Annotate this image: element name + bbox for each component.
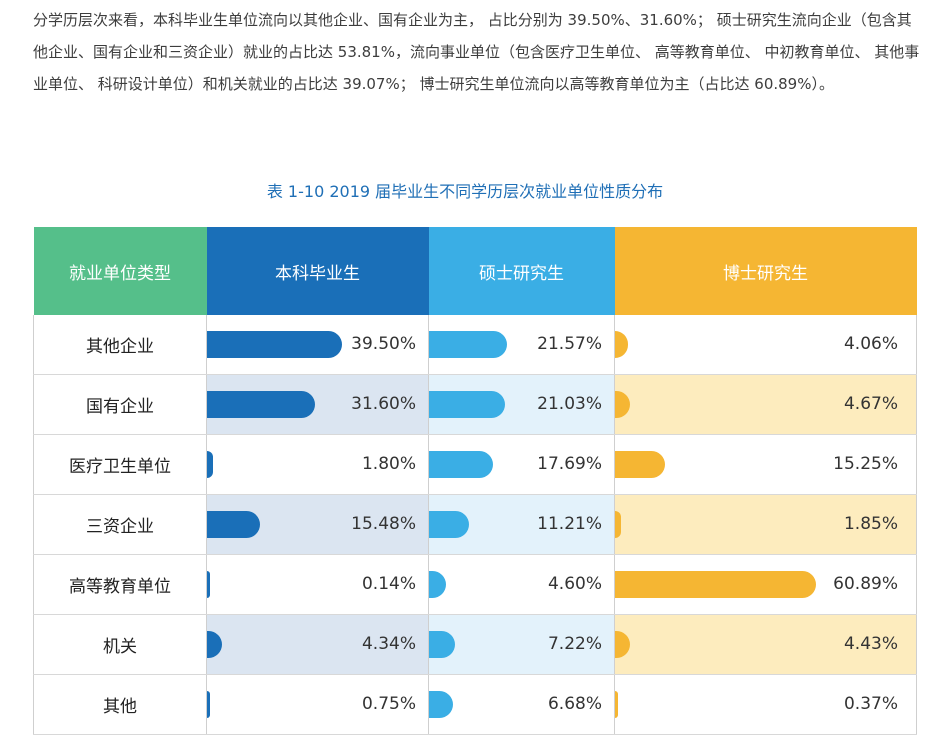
header-unit-type: 就业单位类型 xyxy=(33,227,207,315)
master-value: 7.22% xyxy=(547,634,602,654)
header-master: 硕士研究生 xyxy=(428,227,615,315)
table-body: 其他企业 39.50% 21.57% 4.06% 国有企业 31.60% 21.03% 4.6… xyxy=(33,315,917,735)
doctor-cell: 4.06% xyxy=(614,315,917,375)
doctor-bar xyxy=(615,631,630,658)
unit-type-cell: 高等教育单位 xyxy=(33,554,207,615)
table-row: 医疗卫生单位 1.80% 17.69% 15.25% xyxy=(33,434,917,495)
unit-type-cell: 医疗卫生单位 xyxy=(33,434,207,495)
unit-type-cell: 其他企业 xyxy=(33,315,207,375)
doctor-bar xyxy=(615,391,631,418)
unit-type-cell: 国有企业 xyxy=(33,374,207,435)
doctor-value: 4.06% xyxy=(843,334,898,354)
doctor-cell: 1.85% xyxy=(614,494,917,555)
master-value: 21.57% xyxy=(537,334,602,354)
bachelor-bar xyxy=(207,691,210,718)
bachelor-cell: 0.75% xyxy=(206,674,429,735)
doctor-value: 1.85% xyxy=(843,514,898,534)
bachelor-cell: 4.34% xyxy=(206,614,429,675)
master-cell: 6.68% xyxy=(428,674,615,735)
master-cell: 21.57% xyxy=(428,315,615,375)
master-cell: 21.03% xyxy=(428,374,615,435)
doctor-cell: 0.37% xyxy=(614,674,917,735)
bachelor-cell: 31.60% xyxy=(206,374,429,435)
doctor-cell: 4.43% xyxy=(614,614,917,675)
doctor-cell: 60.89% xyxy=(614,554,917,615)
bachelor-value: 1.80% xyxy=(361,454,416,474)
master-cell: 11.21% xyxy=(428,494,615,555)
doctor-bar xyxy=(615,571,816,598)
master-value: 11.21% xyxy=(537,514,602,534)
doctor-value: 4.67% xyxy=(843,394,898,414)
table-row: 国有企业 31.60% 21.03% 4.67% xyxy=(33,374,917,435)
bachelor-cell: 1.80% xyxy=(206,434,429,495)
bachelor-bar xyxy=(207,571,210,598)
bachelor-cell: 0.14% xyxy=(206,554,429,615)
bachelor-value: 39.50% xyxy=(351,334,416,354)
master-bar xyxy=(429,331,507,358)
master-bar xyxy=(429,391,505,418)
bachelor-value: 4.34% xyxy=(361,634,416,654)
bachelor-bar xyxy=(207,631,222,658)
intro-paragraph: 分学历层次来看，本科毕业生单位流向以其他企业、国有企业为主， 占比分别为 39.… xyxy=(33,11,920,93)
table-caption: 表 1-10 2019 届毕业生不同学历层次就业单位性质分布 xyxy=(266,182,664,201)
table-row: 其他企业 39.50% 21.57% 4.06% xyxy=(33,315,917,375)
master-value: 21.03% xyxy=(537,394,602,414)
doctor-cell: 15.25% xyxy=(614,434,917,495)
master-value: 17.69% xyxy=(537,454,602,474)
header-doctor: 博士研究生 xyxy=(614,227,917,315)
doctor-value: 15.25% xyxy=(833,454,898,474)
master-bar xyxy=(429,511,470,538)
master-bar xyxy=(429,571,446,598)
table-row: 机关 4.34% 7.22% 4.43% xyxy=(33,614,917,675)
unit-type-cell: 三资企业 xyxy=(33,494,207,555)
bachelor-cell: 39.50% xyxy=(206,315,429,375)
doctor-cell: 4.67% xyxy=(614,374,917,435)
table-header-row: 就业单位类型 本科毕业生 硕士研究生 博士研究生 xyxy=(33,227,917,315)
bachelor-bar xyxy=(207,451,214,478)
master-bar xyxy=(429,691,454,718)
doctor-value: 60.89% xyxy=(833,574,898,594)
unit-type-cell: 机关 xyxy=(33,614,207,675)
table-row: 其他 0.75% 6.68% 0.37% xyxy=(33,674,917,735)
doctor-bar xyxy=(615,511,622,538)
master-value: 6.68% xyxy=(547,694,602,714)
unit-type-cell: 其他 xyxy=(33,674,207,735)
master-cell: 7.22% xyxy=(428,614,615,675)
bachelor-bar xyxy=(207,391,316,418)
table-row: 三资企业 15.48% 11.21% 1.85% xyxy=(33,494,917,555)
bachelor-value: 0.75% xyxy=(361,694,416,714)
bachelor-bar xyxy=(207,331,343,358)
header-bachelor: 本科毕业生 xyxy=(206,227,429,315)
bachelor-cell: 15.48% xyxy=(206,494,429,555)
bachelor-value: 15.48% xyxy=(351,514,416,534)
table-row: 高等教育单位 0.14% 4.60% 60.89% xyxy=(33,554,917,615)
employment-distribution-table: 就业单位类型 本科毕业生 硕士研究生 博士研究生 其他企业 39.50% 21.57… xyxy=(33,227,917,735)
doctor-bar xyxy=(615,331,629,358)
doctor-value: 0.37% xyxy=(843,694,898,714)
master-value: 4.60% xyxy=(547,574,602,594)
bachelor-value: 31.60% xyxy=(351,394,416,414)
doctor-value: 4.43% xyxy=(843,634,898,654)
bachelor-bar xyxy=(207,511,260,538)
master-bar xyxy=(429,631,455,658)
doctor-bar xyxy=(615,451,666,478)
master-bar xyxy=(429,451,493,478)
master-cell: 17.69% xyxy=(428,434,615,495)
bachelor-value: 0.14% xyxy=(361,574,416,594)
master-cell: 4.60% xyxy=(428,554,615,615)
doctor-bar xyxy=(615,691,618,718)
